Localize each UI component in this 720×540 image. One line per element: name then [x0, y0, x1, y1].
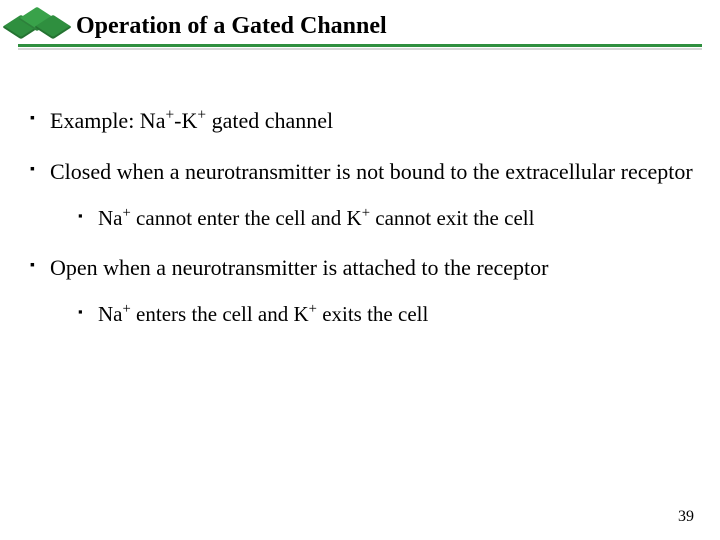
bullet-text: Na+ enters the cell and K+ exits the cel…	[98, 302, 428, 326]
list-item: Example: Na+-K+ gated channel	[30, 108, 696, 135]
bullet-text: Example: Na+-K+ gated channel	[50, 108, 333, 133]
list-item: Closed when a neurotransmitter is not bo…	[30, 159, 696, 231]
bullet-list: Example: Na+-K+ gated channel Closed whe…	[30, 108, 696, 328]
list-item: Open when a neurotransmitter is attached…	[30, 255, 696, 327]
bullet-text: Open when a neurotransmitter is attached…	[50, 255, 548, 280]
logo-cubes-icon	[10, 8, 66, 44]
slide-title: Operation of a Gated Channel	[76, 13, 387, 39]
bullet-text: Na+ cannot enter the cell and K+ cannot …	[98, 206, 534, 230]
list-item: Na+ cannot enter the cell and K+ cannot …	[78, 206, 696, 232]
page-number: 39	[678, 508, 694, 526]
bullet-text: Closed when a neurotransmitter is not bo…	[50, 159, 693, 184]
sub-bullet-list: Na+ enters the cell and K+ exits the cel…	[50, 302, 696, 328]
list-item: Na+ enters the cell and K+ exits the cel…	[78, 302, 696, 328]
sub-bullet-list: Na+ cannot enter the cell and K+ cannot …	[50, 206, 696, 232]
header: Operation of a Gated Channel	[10, 8, 702, 44]
title-rule	[18, 44, 702, 50]
slide: Operation of a Gated Channel Example: Na…	[0, 0, 720, 540]
content-area: Example: Na+-K+ gated channel Closed whe…	[30, 108, 696, 352]
